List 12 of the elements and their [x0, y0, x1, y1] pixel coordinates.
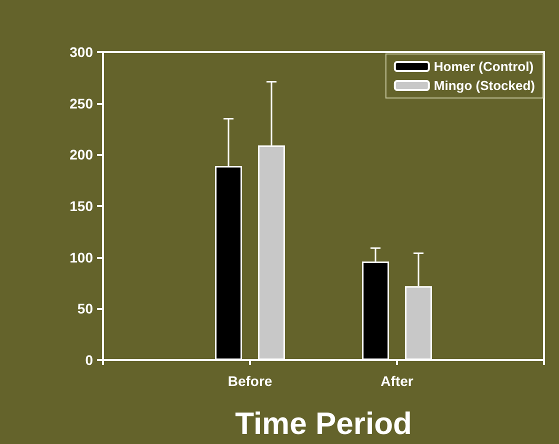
- y-tick-label: 100: [70, 249, 94, 266]
- x-tick-label: After: [380, 373, 414, 389]
- x-tick-label: Before: [228, 373, 272, 389]
- y-tick-label: 200: [70, 146, 94, 163]
- y-tick-label: 50: [77, 300, 94, 317]
- x-axis-title: Time Period: [235, 406, 412, 441]
- y-tick-label: 150: [70, 198, 94, 214]
- y-tick-label: 0: [85, 352, 94, 368]
- legend-label: Mingo (Stocked): [434, 78, 536, 93]
- y-tick-label: 250: [70, 95, 94, 112]
- legend-label: Homer (Control): [434, 59, 534, 74]
- y-tick-label: 300: [70, 44, 94, 60]
